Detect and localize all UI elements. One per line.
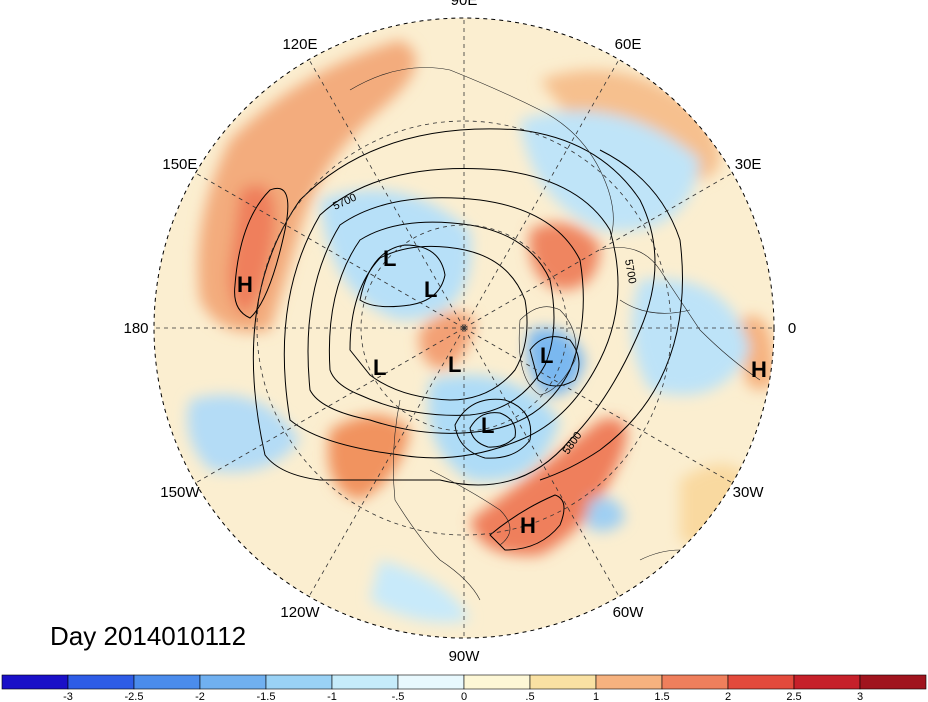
colorbar-swatch	[133, 674, 201, 690]
coastline-greenland	[518, 306, 577, 396]
contour-5750	[283, 167, 619, 459]
meridian-lines	[154, 18, 774, 638]
low-center-arctic: L	[424, 277, 437, 302]
meridian-line	[463, 327, 733, 484]
longitude-label: 0	[788, 320, 796, 337]
longitude-label: 60E	[615, 36, 642, 53]
map-disc-border	[153, 17, 775, 639]
meridian-line	[463, 59, 620, 329]
colorbar-swatch	[331, 674, 399, 690]
longitude-label: 60W	[613, 604, 645, 621]
contour-label-5700-east: 5700	[622, 258, 638, 284]
colorbar-tick-label: -2.5	[125, 691, 144, 702]
warm-anomaly-west-core	[228, 185, 276, 315]
contour-high-atlantic	[489, 494, 565, 551]
contour-hudson-2	[469, 412, 516, 448]
colorbar-swatch	[727, 674, 795, 690]
colorbar-tick-label: 2.5	[786, 691, 801, 702]
cool-anomaly-greenland	[527, 328, 585, 396]
latitude-circle-60n	[360, 224, 568, 432]
colorbar-swatch	[1, 674, 69, 690]
contour-5600	[349, 245, 528, 401]
meridian-line	[463, 172, 733, 329]
colorbar-tick-label: 0	[461, 691, 467, 702]
longitude-label: 90E	[451, 0, 478, 9]
cool-anomaly-south	[370, 560, 470, 623]
contour-high-west	[234, 188, 289, 319]
longitude-label: 120W	[280, 604, 320, 621]
colorbar-swatch	[529, 674, 597, 690]
warm-anomaly-east	[740, 316, 774, 390]
meridian-line	[308, 59, 465, 329]
longitude-label: 180	[123, 320, 148, 337]
contour-hudson-1	[454, 398, 532, 459]
contour-5800	[252, 128, 656, 486]
date-caption: Day 2014010112	[50, 621, 246, 651]
longitude-label: 120E	[282, 36, 317, 53]
longitude-label: 150E	[162, 156, 197, 173]
colorbar-tick-label: 1.5	[654, 691, 669, 702]
colorbar-tick-label: -.5	[392, 691, 405, 702]
low-center-pacific-arctic: L	[373, 355, 386, 380]
longitude-label: 30E	[735, 156, 762, 173]
colorbar-tick-label: -2	[195, 691, 205, 702]
colorbar-swatch	[67, 674, 135, 690]
low-center-greenland: L	[540, 343, 553, 368]
cool-anomaly-hudson-halo	[428, 375, 560, 482]
meridian-line	[195, 172, 465, 329]
colorbar-swatch	[661, 674, 729, 690]
colorbar-swatch	[463, 674, 531, 690]
colorbar-tick-label: 2	[725, 691, 731, 702]
colorbar-swatch	[265, 674, 333, 690]
latitude-circle-30n	[256, 120, 672, 536]
coastlines	[349, 67, 761, 621]
meridian-line	[308, 327, 465, 597]
colorbar-tick-label: -1	[327, 691, 337, 702]
coastline-north-america	[393, 399, 511, 601]
colorbar-tick-label: -1.5	[257, 691, 276, 702]
colorbar-tick-label: 1	[593, 691, 599, 702]
colorbar-swatch	[595, 674, 663, 690]
meridian-line	[195, 327, 465, 484]
coastline-europe	[599, 247, 761, 381]
colorbar-swatch	[793, 674, 861, 690]
longitude-label: 30W	[733, 484, 765, 501]
contour-5550	[359, 244, 446, 308]
pressure-centers: H L L L L L L H H	[237, 246, 767, 538]
warm-anomaly-africa	[680, 464, 760, 545]
warm-anomaly-alaska	[328, 415, 410, 500]
colorbar-swatch	[859, 674, 927, 690]
colorbar-tick-label: .5	[525, 691, 534, 702]
height-contours	[234, 128, 683, 551]
high-center-west: H	[237, 272, 253, 297]
meridian-line	[463, 327, 620, 597]
graticule	[154, 18, 774, 638]
high-center-atlantic: H	[520, 513, 536, 538]
contour-5700	[307, 197, 584, 434]
colorbar-swatch	[397, 674, 465, 690]
low-center-pole: L	[448, 352, 461, 377]
colorbar-swatch	[199, 674, 267, 690]
cool-anomaly-europe-halo	[632, 278, 750, 395]
cool-anomaly-midatlantic	[585, 497, 625, 532]
warm-anomaly-atlantic	[470, 418, 627, 556]
colorbar-tick-label: 3	[857, 691, 863, 702]
colorbar: -3 -2.5 -2 -1.5 -1 -.5 0 .5 1 1.5 2 2.5 3	[1, 674, 927, 702]
longitude-label: 150W	[160, 484, 200, 501]
low-center-hudson: L	[481, 413, 494, 438]
low-center-canada-arctic: L	[383, 246, 396, 271]
cool-anomaly-pacific	[187, 395, 300, 472]
high-center-east: H	[751, 357, 767, 382]
contour-5650	[328, 221, 555, 416]
coastline-asia	[349, 67, 614, 241]
colorbar-tick-label: -3	[63, 691, 73, 702]
contour-greenland	[529, 336, 580, 387]
longitude-label: 90W	[449, 648, 481, 665]
longitude-labels: 90E 60E 30E 0 30W 60W 90W 120W 150W 180 150E 120E	[123, 0, 796, 665]
